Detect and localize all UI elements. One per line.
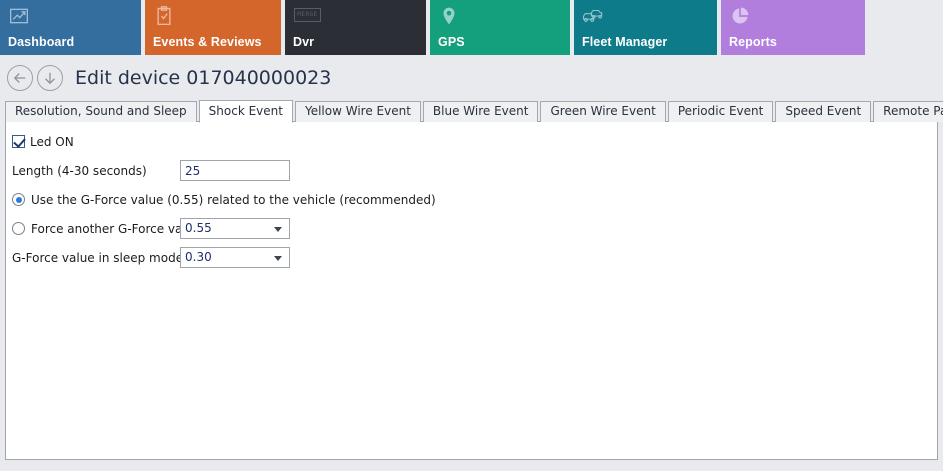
- length-input[interactable]: [180, 160, 290, 181]
- back-button[interactable]: [7, 65, 33, 91]
- tab-blue-wire-event[interactable]: Blue Wire Event: [422, 101, 539, 122]
- page-title: Edit device 017040000023: [75, 67, 332, 89]
- chevron-down-icon: [274, 227, 282, 232]
- pie-chart-icon: [729, 6, 751, 26]
- nav-label-gps: GPS: [438, 35, 465, 49]
- length-row: Length (4-30 seconds): [12, 159, 937, 182]
- cars-icon: [582, 6, 604, 26]
- gforce-vehicle-label: Use the G-Force value (0.55) related to …: [31, 192, 436, 207]
- nav-tile-fleet-manager[interactable]: Fleet Manager: [574, 0, 717, 55]
- gforce-sleep-value: 0.30: [185, 250, 212, 264]
- nav-tile-dashboard[interactable]: Dashboard: [0, 0, 141, 55]
- gforce-force-select[interactable]: 0.55: [180, 218, 290, 239]
- nav-label-dashboard: Dashboard: [8, 35, 75, 49]
- tab-periodic-event[interactable]: Periodic Event: [667, 101, 774, 122]
- nav-tile-events-and-reviews[interactable]: Events & Reviews: [145, 0, 281, 55]
- tab-yellow-wire-event[interactable]: Yellow Wire Event: [294, 101, 421, 122]
- tab-resolution-sound-and-sleep[interactable]: Resolution, Sound and Sleep: [5, 101, 197, 122]
- scroll-down-button[interactable]: [37, 65, 63, 91]
- nav-tile-gps[interactable]: GPS: [430, 0, 570, 55]
- nav-label-events-and-reviews: Events & Reviews: [153, 35, 262, 49]
- tab-speed-event[interactable]: Speed Event: [775, 101, 872, 122]
- nav-label-dvr: Dvr: [293, 35, 315, 49]
- nav-label-reports: Reports: [729, 35, 777, 49]
- nav-label-fleet-manager: Fleet Manager: [582, 35, 668, 49]
- shock-event-panel: Led ON Length (4-30 seconds) Use the G-F…: [5, 121, 938, 460]
- nav-tile-reports[interactable]: Reports: [721, 0, 865, 55]
- tab-remote-panic-event[interactable]: Remote Panic Event: [873, 101, 943, 122]
- clipboard-check-icon: [153, 6, 175, 26]
- page-header: Edit device 017040000023: [0, 58, 943, 98]
- length-label: Length (4-30 seconds): [12, 163, 147, 178]
- gforce-sleep-label: G-Force value in sleep mode: [12, 250, 184, 265]
- gforce-sleep-select[interactable]: 0.30: [180, 247, 290, 268]
- tab-shock-event[interactable]: Shock Event: [198, 100, 293, 123]
- chart-line-icon: [8, 6, 30, 26]
- main-navigation: Dashboard Events & Reviews MERGE Dvr GPS: [0, 0, 943, 55]
- merge-badge-icon: MERGE: [294, 8, 321, 22]
- chevron-down-icon: [274, 256, 282, 261]
- gforce-vehicle-radio[interactable]: [12, 193, 25, 206]
- gforce-force-label: Force another G-Force value: [31, 221, 201, 236]
- tab-green-wire-event[interactable]: Green Wire Event: [540, 101, 666, 122]
- gforce-vehicle-row: Use the G-Force value (0.55) related to …: [12, 188, 937, 211]
- gforce-force-label-group: Force another G-Force value: [12, 222, 201, 236]
- led-on-row: Led ON: [12, 130, 937, 153]
- gforce-force-value: 0.55: [185, 221, 212, 235]
- tab-strip: Resolution, Sound and Sleep Shock Event …: [5, 100, 943, 123]
- gforce-sleep-row: G-Force value in sleep mode 0.30: [12, 246, 937, 269]
- map-pin-icon: [438, 6, 460, 26]
- nav-tile-dvr[interactable]: MERGE Dvr: [285, 0, 426, 55]
- gforce-force-row: Force another G-Force value 0.55: [12, 217, 937, 240]
- led-on-checkbox[interactable]: [12, 135, 25, 148]
- gforce-force-radio[interactable]: [12, 222, 25, 235]
- led-on-label: Led ON: [30, 134, 74, 149]
- shock-event-form: Led ON Length (4-30 seconds) Use the G-F…: [6, 122, 937, 269]
